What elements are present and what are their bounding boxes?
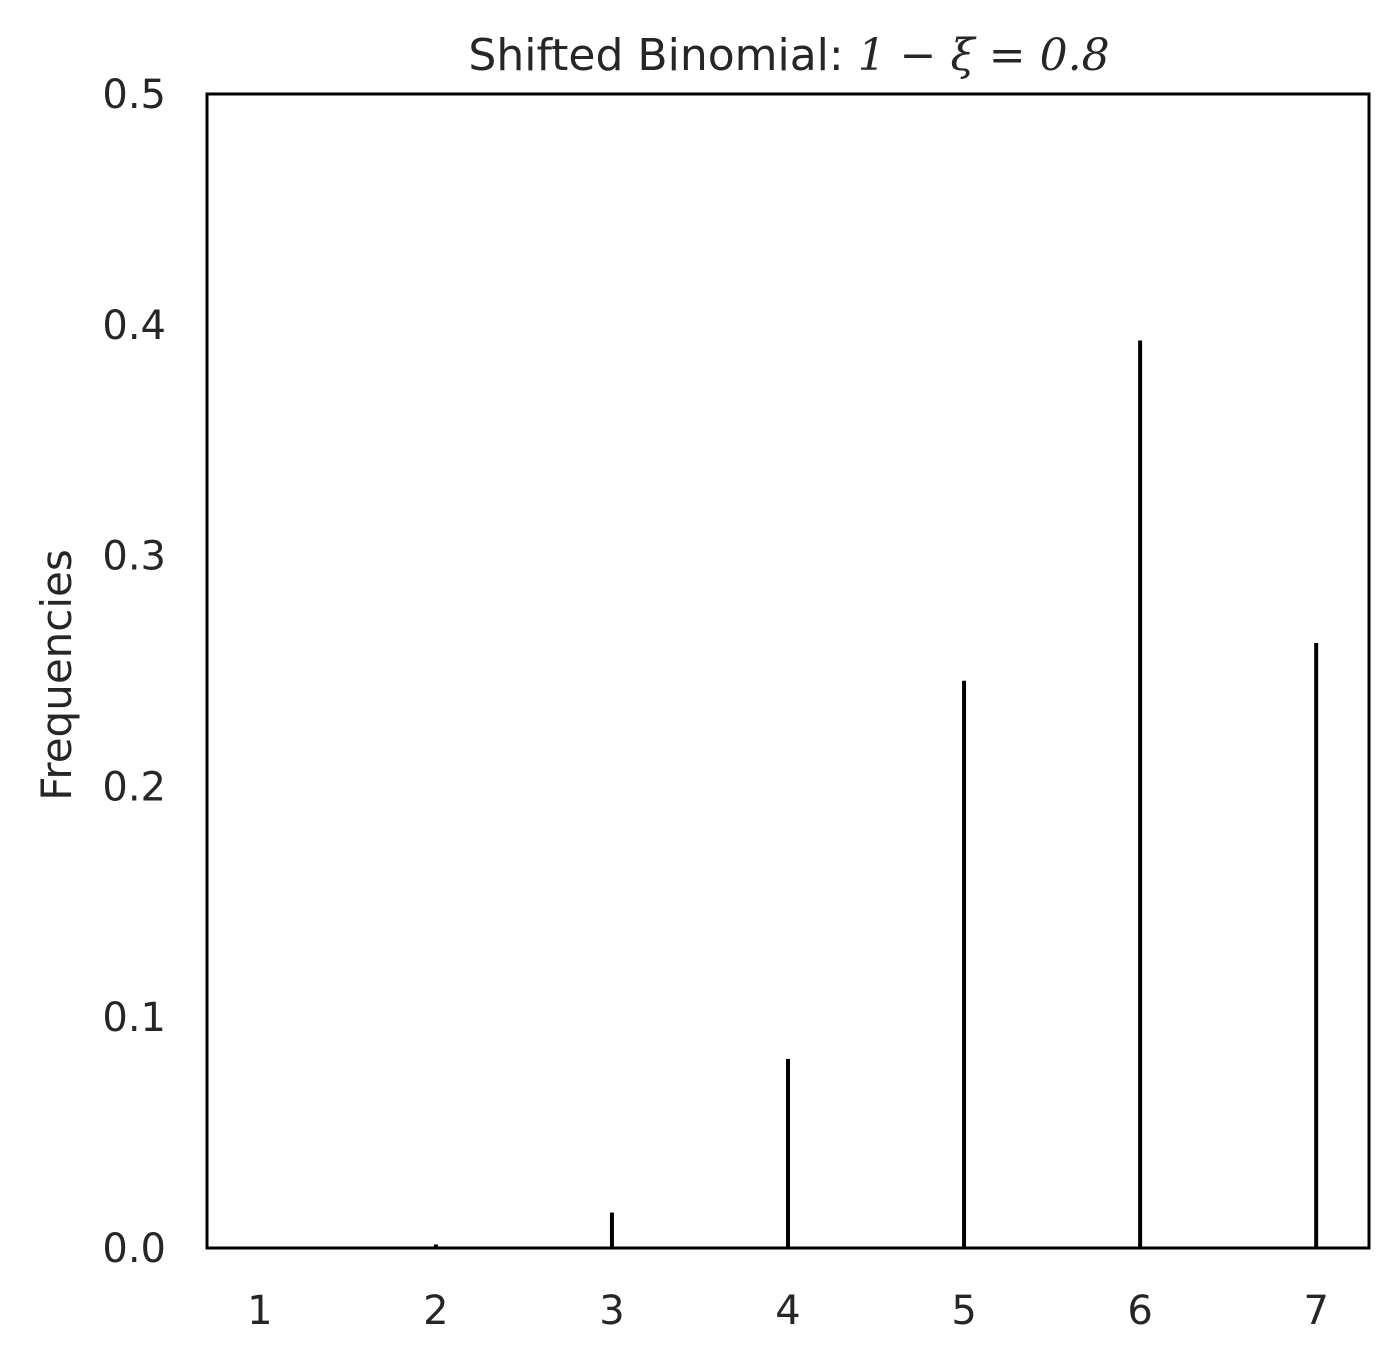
y-tick-label: 0.4 <box>102 303 166 349</box>
x-tick-label: 5 <box>951 1288 976 1334</box>
x-tick-label: 1 <box>247 1288 272 1334</box>
x-tick-label: 7 <box>1303 1288 1328 1334</box>
chart-title-prefix: Shifted Binomial: <box>468 30 857 81</box>
y-tick-label: 0.5 <box>102 72 166 118</box>
x-tick-label: 2 <box>423 1288 448 1334</box>
y-tick-label: 0.0 <box>102 1226 166 1272</box>
plot-frame <box>205 92 1371 1250</box>
chart-title-math: 1 − ξ = 0.8 <box>858 30 1110 81</box>
x-tick-label: 4 <box>775 1288 800 1334</box>
x-tick-label: 3 <box>599 1288 624 1334</box>
y-tick-label: 0.3 <box>102 534 166 580</box>
y-axis-label: Frequencies <box>32 549 81 801</box>
bars-group <box>257 340 1319 1248</box>
y-tick-label: 0.2 <box>102 764 166 810</box>
y-tick-label: 0.1 <box>102 995 166 1041</box>
x-ticks-group: 1 2 3 4 5 6 7 <box>247 1288 1329 1334</box>
x-tick-label: 6 <box>1127 1288 1152 1334</box>
chart-title: Shifted Binomial: 1 − ξ = 0.8 <box>468 30 1109 81</box>
y-ticks-group: 0.0 0.1 0.2 0.3 0.4 0.5 <box>102 72 166 1272</box>
